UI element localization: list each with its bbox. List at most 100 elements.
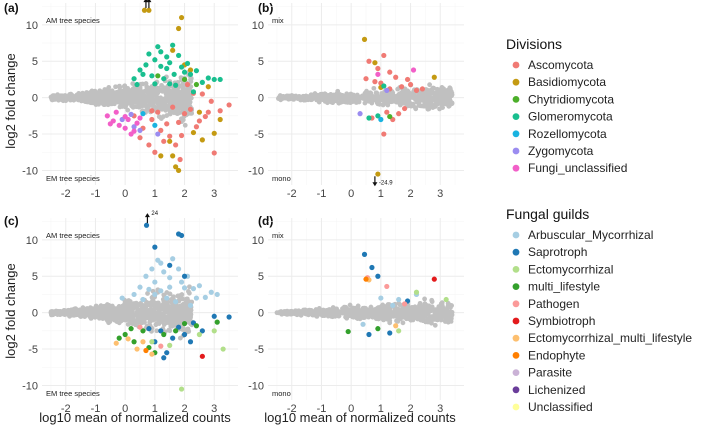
- background-point: [444, 318, 450, 324]
- series-rozellomycota: [140, 111, 158, 128]
- x-tick-label: 2: [181, 403, 187, 415]
- background-point: [182, 93, 188, 99]
- series-chytridiomycota: [387, 113, 393, 120]
- arrow-label: 24: [135, 0, 142, 2]
- background-point: [442, 98, 448, 103]
- arrow-head: [146, 0, 152, 3]
- x-axis-title-left: log10 mean of normalized counts: [39, 410, 231, 425]
- background-point: [160, 105, 166, 111]
- data-point: [226, 102, 232, 108]
- series-endophyte: [143, 347, 149, 354]
- background-point: [140, 310, 146, 316]
- series-multi-lifestyle: [116, 319, 220, 356]
- y-tick-label: 5: [258, 56, 264, 68]
- data-point: [158, 49, 164, 55]
- data-point: [205, 109, 211, 115]
- data-point: [375, 113, 381, 119]
- series-basidiomycota: [361, 36, 437, 177]
- legend-entry-label: Saprotroph: [528, 245, 587, 259]
- background-point: [367, 90, 373, 96]
- x-axis-title-right: log10 mean of normalized counts: [264, 410, 456, 425]
- y-tick-label: 0: [258, 308, 264, 320]
- y-tick-label: 5: [32, 271, 38, 283]
- background-point: [135, 91, 141, 97]
- data-point: [187, 106, 194, 112]
- data-point: [187, 339, 194, 345]
- data-point: [152, 57, 158, 63]
- data-point: [158, 63, 164, 69]
- background-point: [49, 95, 55, 101]
- background-point: [316, 99, 322, 105]
- data-point: [164, 54, 170, 60]
- x-tick-label: 2: [181, 188, 187, 200]
- x-tick-label: 0: [122, 188, 128, 200]
- data-point: [193, 81, 200, 88]
- y-tick-label: 10: [26, 20, 38, 32]
- background-point: [160, 88, 165, 94]
- data-point: [167, 138, 173, 144]
- data-point: [202, 113, 208, 120]
- background-point: [427, 82, 433, 88]
- background-cloud: [48, 284, 195, 341]
- background-point: [188, 312, 194, 317]
- data-point: [399, 84, 405, 90]
- top-annotation: mix: [272, 16, 284, 25]
- background-point: [399, 313, 405, 319]
- background-point: [381, 317, 386, 323]
- data-point: [404, 76, 411, 83]
- legend-swatch: [512, 113, 520, 120]
- data-point: [155, 44, 161, 50]
- background-point: [408, 305, 414, 311]
- background-point: [102, 96, 108, 101]
- background-point: [167, 328, 173, 334]
- data-point: [140, 296, 146, 303]
- x-tick-label: 0: [348, 403, 354, 415]
- background-point: [112, 95, 117, 101]
- data-point: [161, 269, 167, 275]
- data-point: [146, 286, 152, 292]
- data-point: [152, 279, 158, 285]
- legend-entry-label: Arbuscular_Mycorrhizal: [528, 228, 653, 242]
- background-point: [397, 95, 403, 101]
- background-point: [97, 313, 103, 319]
- legend-swatch: [512, 78, 520, 86]
- data-point: [170, 47, 176, 53]
- y-tick-label: -10: [22, 380, 38, 392]
- legend-entry-label: Glomeromycota: [528, 110, 613, 124]
- background-point: [184, 296, 189, 302]
- series-glomeromycota: [366, 83, 387, 121]
- background-point: [400, 100, 406, 106]
- data-point: [152, 244, 158, 250]
- data-point: [366, 58, 372, 64]
- background-point: [140, 304, 145, 310]
- series-arbuscular-mycorrhizal: [119, 256, 220, 308]
- background-point: [423, 309, 429, 314]
- x-tick-label: 3: [211, 403, 217, 415]
- data-point: [171, 71, 177, 77]
- background-point: [449, 101, 455, 107]
- data-point: [152, 149, 158, 155]
- background-point: [113, 84, 118, 90]
- background-point: [407, 313, 413, 319]
- background-point: [385, 100, 390, 106]
- background-point: [372, 307, 378, 312]
- x-tick-label: 3: [211, 188, 217, 200]
- data-point: [164, 65, 170, 72]
- data-point: [116, 122, 122, 128]
- background-point: [280, 310, 286, 316]
- background-point: [354, 311, 360, 317]
- background-point: [373, 90, 379, 96]
- data-point: [143, 62, 149, 68]
- background-point: [116, 92, 121, 97]
- background-point: [428, 307, 434, 312]
- data-point: [369, 264, 375, 271]
- data-point: [161, 138, 167, 144]
- background-point: [180, 326, 186, 331]
- background-point: [123, 99, 129, 104]
- legend-swatch: [512, 334, 520, 342]
- background-point: [128, 306, 133, 311]
- data-point: [131, 76, 137, 82]
- background-point: [155, 90, 160, 96]
